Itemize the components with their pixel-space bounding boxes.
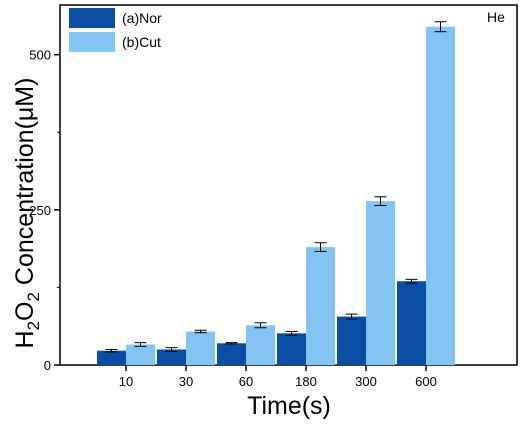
x-tick-label: 10 bbox=[119, 374, 133, 389]
bar-cut bbox=[366, 201, 395, 365]
bar-cut bbox=[126, 344, 155, 365]
x-tick-label: 600 bbox=[415, 374, 437, 389]
y-axis-title-o: O bbox=[11, 301, 39, 320]
y-tick-label: 500 bbox=[29, 48, 51, 63]
plot-area: 0 250 500 10 30 60 180 300 600 (a)Nor (b)Cut bbox=[29, 4, 518, 389]
y-axis-title-sub2: 2 bbox=[24, 292, 43, 301]
x-tick-label: 300 bbox=[355, 374, 377, 389]
svg-text:H2O2 Concentration(μM): H2O2 Concentration(μM) bbox=[11, 78, 43, 349]
bar-nor bbox=[157, 349, 186, 365]
bar-nor bbox=[97, 350, 126, 365]
legend-label-cut: (b)Cut bbox=[122, 34, 161, 50]
legend-swatch-nor bbox=[69, 8, 115, 28]
annotation-he: He bbox=[487, 9, 505, 25]
bar-nor bbox=[397, 281, 426, 365]
y-tick-label: 250 bbox=[29, 203, 51, 218]
legend-label-nor: (a)Nor bbox=[122, 10, 162, 26]
y-axis-title-sub1: 2 bbox=[24, 321, 43, 330]
legend-swatch-cut bbox=[69, 32, 115, 52]
x-tick-label: 60 bbox=[239, 374, 253, 389]
bar-cut bbox=[246, 325, 275, 365]
y-axis-title-rest: Concentration(μM) bbox=[11, 78, 39, 292]
y-tick-label: 0 bbox=[44, 358, 51, 373]
bar-nor bbox=[277, 333, 306, 365]
bar-nor bbox=[337, 316, 366, 365]
x-tick-label: 30 bbox=[179, 374, 193, 389]
x-axis-title: Time(s) bbox=[247, 392, 331, 420]
y-axis-title-h: H bbox=[11, 330, 39, 348]
bar-nor bbox=[217, 343, 246, 365]
x-tick-label: 180 bbox=[295, 374, 317, 389]
bar-cut bbox=[306, 247, 335, 365]
bar-cut bbox=[186, 331, 215, 365]
bar-cut bbox=[426, 26, 455, 365]
y-axis-title: H2O2 Concentration(μM) bbox=[11, 78, 43, 349]
